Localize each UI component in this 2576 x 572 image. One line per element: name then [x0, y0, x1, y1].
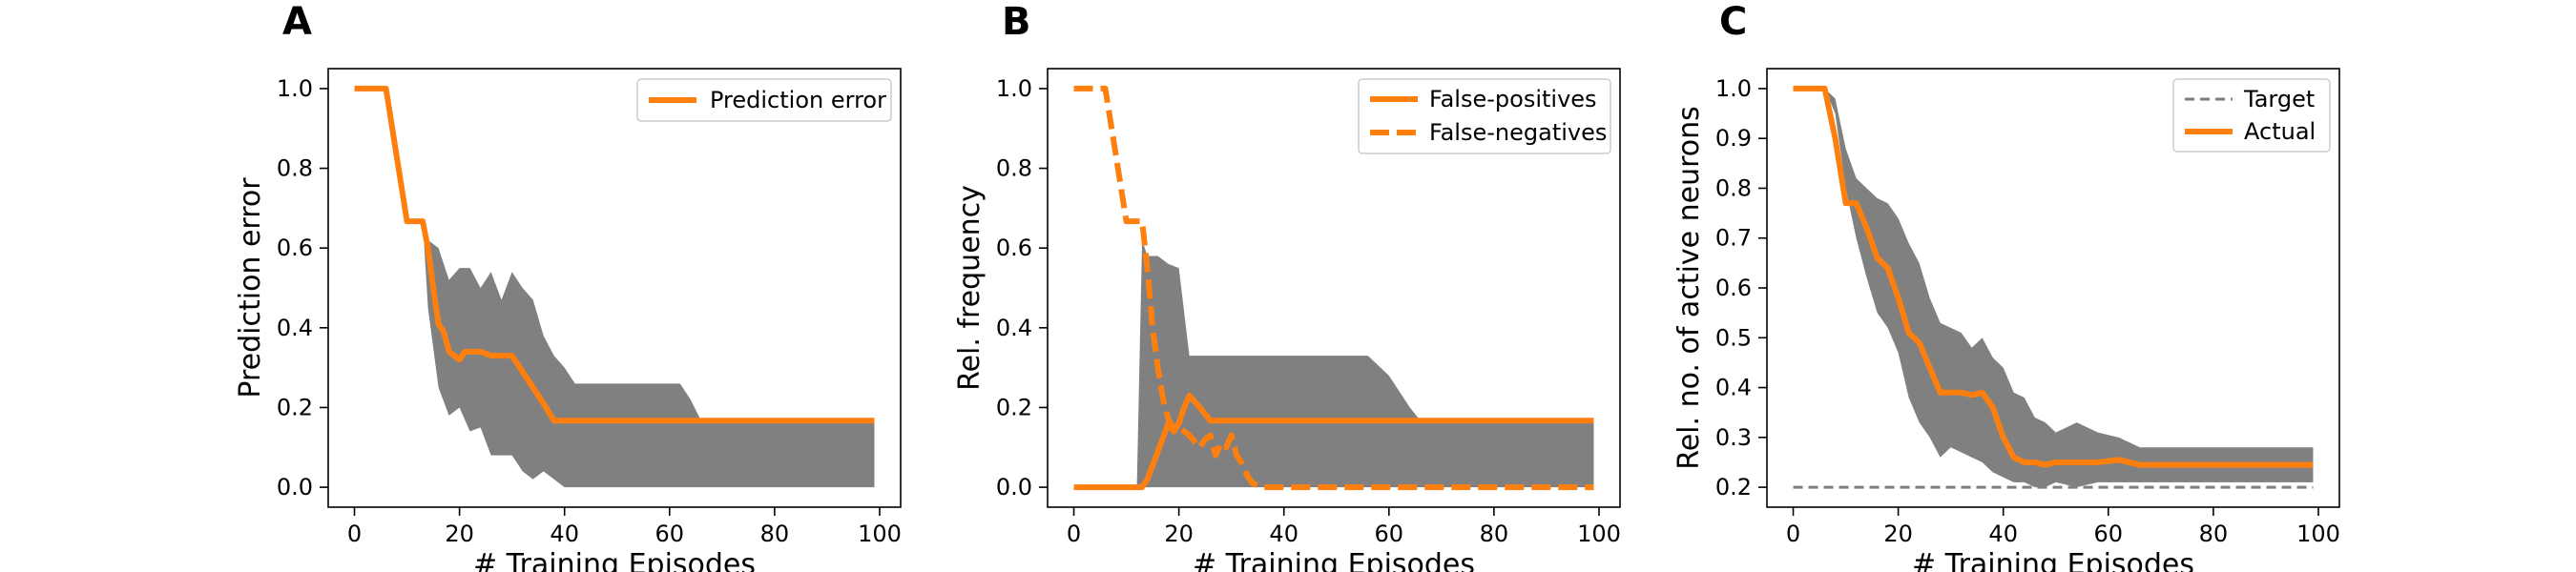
y-tick-label: 0.7: [1715, 225, 1752, 252]
y-tick-label: 0.6: [1715, 275, 1752, 301]
x-tick-label: 0: [1786, 521, 1800, 547]
xticks-c: 0 20 40 60 80 100: [1786, 507, 2340, 547]
panel-b: B 0.0 0.2 0.4 0.6 0.8 1.0 0 20 40 60 80 100 Rel. f…: [953, 0, 1621, 572]
xticks-a: 0 20 40 60 80 100: [347, 507, 902, 547]
y-tick-label: 0.2: [996, 394, 1032, 420]
plot-frame-a: [327, 68, 902, 508]
band-c: [1793, 88, 2314, 488]
y-tick-label: 1.0: [1715, 75, 1752, 102]
y-axis-label-b: Rel. frequency: [953, 185, 987, 391]
band-b: [1073, 239, 1594, 488]
legend-label-false-positives: False-positives: [1429, 86, 1597, 112]
yticks-b: 0.0 0.2 0.4 0.6 0.8 1.0: [996, 75, 1048, 500]
x-tick-label: 100: [1577, 521, 1621, 547]
legend-b: False-positives False-negatives: [1358, 78, 1611, 154]
x-tick-label: 20: [1883, 521, 1913, 547]
y-tick-label: 0.4: [996, 315, 1032, 341]
panel-a: A 0.0 0.2 0.4 0.6 0.8 1.0 0 20 40 60 80 100 Predic…: [234, 0, 902, 572]
x-tick-label: 100: [2296, 521, 2340, 547]
legend-c: Target Actual: [2172, 78, 2331, 153]
std-band-c: [1793, 88, 2314, 488]
legend-label-false-negatives: False-negatives: [1429, 119, 1607, 146]
legend-box-b: [1358, 78, 1611, 154]
y-tick-label: 0.0: [277, 474, 313, 500]
x-tick-label: 80: [760, 521, 790, 547]
plot-frame-c: [1766, 68, 2340, 508]
panel-label-a: A: [282, 0, 312, 44]
lines-c: [1793, 85, 2314, 489]
x-tick-label: 60: [1375, 521, 1404, 547]
y-tick-label: 1.0: [996, 75, 1032, 102]
y-tick-label: 0.5: [1715, 324, 1752, 351]
x-tick-label: 80: [2199, 521, 2229, 547]
y-tick-label: 0.4: [1715, 375, 1752, 401]
y-tick-label: 0.8: [1715, 174, 1752, 201]
series-line-actual: [1793, 85, 2314, 468]
plot-frame-b: [1047, 68, 1621, 508]
x-tick-label: 0: [1067, 521, 1081, 547]
x-tick-label: 40: [1269, 521, 1298, 547]
y-tick-label: 0.2: [277, 394, 313, 420]
x-axis-label-c: # Training Episodes: [1912, 548, 2194, 572]
y-tick-label: 0.8: [996, 155, 1032, 182]
std-band-b: [1073, 239, 1594, 488]
y-tick-label: 0.3: [1715, 424, 1752, 451]
legend-a: Prediction error: [636, 78, 892, 122]
std-band-a: [354, 88, 875, 488]
x-axis-label-a: # Training Episodes: [473, 548, 756, 572]
x-tick-label: 20: [445, 521, 474, 547]
y-tick-label: 0.6: [996, 235, 1032, 261]
lines-b: [1073, 85, 1594, 491]
series-line-prediction-error: [354, 85, 875, 424]
lines-a: [354, 85, 875, 424]
series-line-false-negatives: [1073, 85, 1594, 491]
y-tick-label: 0.9: [1715, 125, 1752, 152]
band-a: [354, 88, 875, 488]
x-tick-label: 0: [347, 521, 362, 547]
y-tick-label: 0.8: [277, 155, 313, 182]
panel-c: C 0.2 0.3 0.4 0.5 0.6 0.7 0.8 0.9 1.0 0 20 40 60 80 1…: [1672, 0, 2340, 572]
y-tick-label: 0.4: [277, 315, 313, 341]
x-tick-label: 80: [1480, 521, 1509, 547]
legend-label-actual: Actual: [2244, 118, 2316, 145]
xticks-b: 0 20 40 60 80 100: [1067, 507, 1621, 547]
yticks-c: 0.2 0.3 0.4 0.5 0.6 0.7 0.8 0.9 1.0: [1715, 75, 1767, 500]
panel-label-b: B: [1002, 0, 1031, 44]
x-tick-label: 20: [1164, 521, 1194, 547]
x-tick-label: 60: [655, 521, 685, 547]
legend-box-a: [636, 78, 892, 122]
y-axis-label-c: Rel. no. of active neurons: [1672, 106, 1706, 470]
legend-label-target: Target: [2243, 86, 2315, 112]
y-tick-label: 1.0: [277, 75, 313, 102]
y-tick-label: 0.0: [996, 474, 1032, 500]
panel-label-c: C: [1719, 0, 1747, 44]
series-line-false-positives: [1073, 392, 1594, 491]
y-tick-label: 0.2: [1715, 474, 1752, 500]
x-tick-label: 40: [1988, 521, 2018, 547]
legend-label-prediction-error: Prediction error: [710, 87, 886, 113]
y-axis-label-a: Prediction error: [234, 177, 267, 398]
x-axis-label-b: # Training Episodes: [1193, 548, 1475, 572]
x-tick-label: 100: [858, 521, 902, 547]
x-tick-label: 40: [550, 521, 579, 547]
x-tick-label: 60: [2094, 521, 2124, 547]
yticks-a: 0.0 0.2 0.4 0.6 0.8 1.0: [277, 75, 328, 500]
y-tick-label: 0.6: [277, 235, 313, 261]
